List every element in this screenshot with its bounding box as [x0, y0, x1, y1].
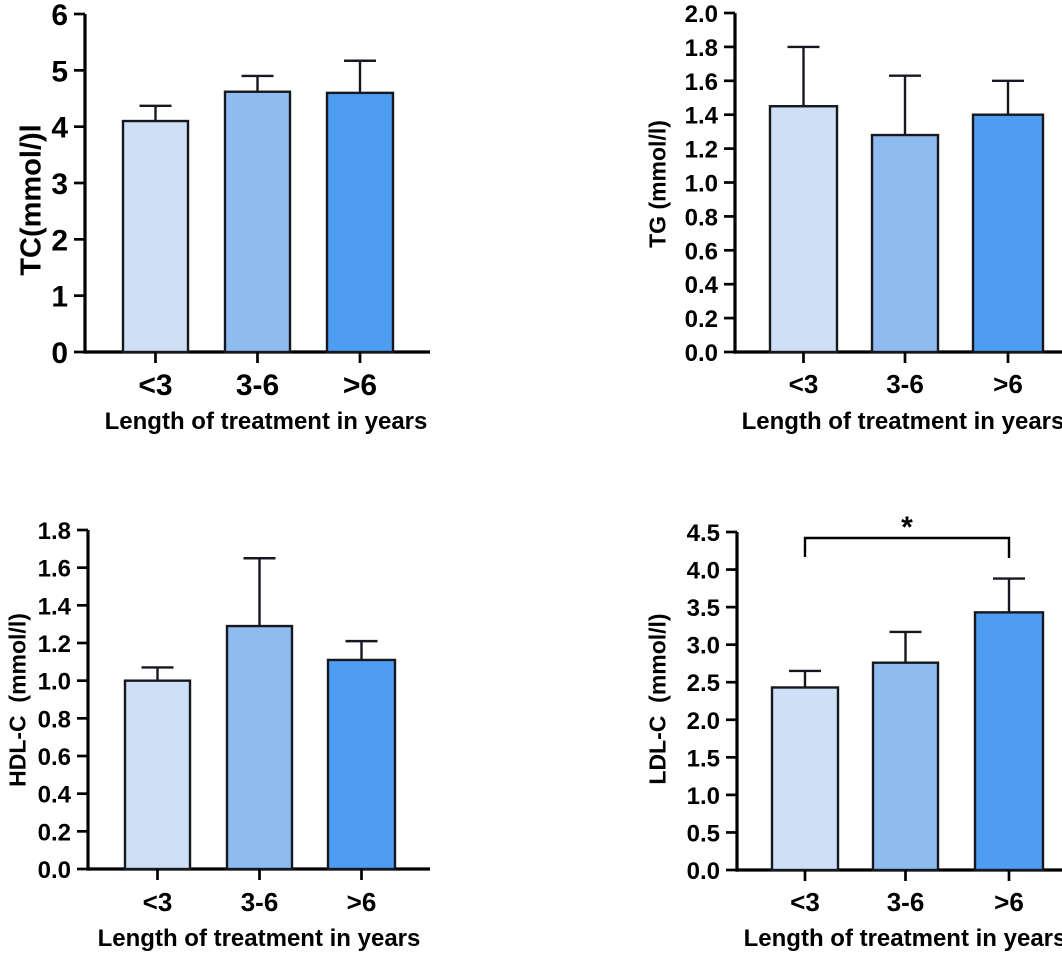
y-tick-label: 6: [51, 0, 68, 32]
y-tick-label: 1.5: [687, 745, 720, 772]
category-label: <3: [790, 887, 820, 917]
chart-tc: 0 1 2 3 4 5 6 <3 3-6 >6: [51, 0, 430, 402]
category-label: >6: [347, 887, 377, 917]
y-tick-label: 0.2: [38, 819, 71, 846]
y-tick-label: 1.4: [38, 593, 72, 620]
y-tick-label: 0.4: [38, 782, 72, 809]
category-label: >6: [343, 369, 377, 402]
y-tick-label: 0.6: [38, 744, 71, 771]
y-tick-label: 3.0: [687, 633, 720, 660]
y-tick-label: 0.0: [685, 340, 718, 367]
y-tick-label: 0.8: [38, 706, 71, 733]
y-axis-label-hdl: HDL-C (mmol/l): [4, 613, 31, 787]
chart-ldl: 0.0 0.5 1.0 1.5 2.0 2.5 3.0 3.5 4.0 4.5 <3 3-6 >6 *: [687, 511, 1062, 917]
bar-<3: [123, 679, 192, 871]
category-label: <3: [143, 887, 173, 917]
bar->6: [973, 611, 1045, 872]
y-tick-label: 1.2: [685, 137, 718, 164]
y-tick-label: 2.0: [685, 1, 718, 28]
bar-3-6: [870, 133, 940, 354]
y-tick-label: 2: [51, 224, 68, 257]
y-tick-label: 1.4: [685, 103, 719, 130]
bar->6: [326, 658, 397, 871]
category-label: 3-6: [886, 369, 924, 399]
y-tick-label: 3.5: [687, 595, 720, 622]
x-axis-label-tg: Length of treatment in years: [741, 408, 1062, 435]
bar-3-6: [223, 90, 292, 354]
bar-<3: [121, 119, 190, 354]
y-tick-label: 1.6: [38, 556, 71, 583]
significance-bracket: [803, 536, 1011, 558]
y-tick-label: 2.0: [687, 708, 720, 735]
chart-tg: 0.0 0.2 0.4 0.6 0.8 1.0 1.2 1.4 1.6 1.8 2.0 <3 3-6 >6: [685, 1, 1062, 399]
bar-3-6: [871, 661, 940, 872]
bar-3-6: [225, 624, 294, 871]
y-tick-label: 0.0: [687, 858, 720, 885]
category-label: >6: [993, 369, 1023, 399]
y-tick-label: 1: [51, 281, 68, 314]
significance-star: *: [901, 511, 913, 544]
y-tick-label: 0.2: [685, 306, 718, 333]
y-tick-label: 2.5: [687, 670, 720, 697]
bar->6: [971, 113, 1045, 354]
y-tick-label: 1.0: [687, 783, 720, 810]
y-tick-label: 4: [51, 112, 68, 145]
category-label: 3-6: [236, 369, 279, 402]
y-tick-label: 1.2: [38, 631, 71, 658]
y-tick-label: 1.8: [685, 35, 718, 62]
bar->6: [325, 91, 395, 354]
y-tick-label: 1.8: [38, 518, 71, 545]
y-tick-label: 0.0: [38, 857, 71, 884]
category-label: <3: [789, 369, 819, 399]
y-tick-label: 5: [51, 55, 68, 88]
category-label: 3-6: [887, 887, 925, 917]
y-tick-label: 0: [51, 337, 68, 370]
y-tick-label: 0.6: [685, 238, 718, 265]
y-tick-label: 4.0: [687, 558, 720, 585]
bar-<3: [770, 686, 840, 872]
y-tick-label: 3: [51, 168, 68, 201]
y-tick-label: 1.0: [38, 669, 71, 696]
y-axis-label-tg: TG (mmol/l): [644, 120, 671, 248]
x-axis-label-tc: Length of treatment in years: [104, 408, 428, 435]
chart-hdl: 0.0 0.2 0.4 0.6 0.8 1.0 1.2 1.4 1.6 1.8 <3 3-6 >6: [38, 518, 430, 917]
y-tick-label: 0.5: [687, 820, 720, 847]
y-tick-label: 1.6: [685, 69, 718, 96]
y-tick-label: 1.0: [685, 171, 718, 198]
category-label: <3: [138, 369, 172, 402]
y-tick-label: 0.4: [685, 272, 719, 299]
y-axis-label-tc: TC(mmol/)l: [15, 124, 48, 276]
x-axis-label-hdl: Length of treatment in years: [97, 925, 421, 952]
x-axis-label-ldl: Length of treatment in years: [743, 925, 1062, 952]
category-label: 3-6: [241, 887, 279, 917]
y-tick-label: 4.5: [687, 520, 720, 547]
category-label: >6: [994, 887, 1024, 917]
y-tick-label: 0.8: [685, 204, 718, 231]
y-axis-label-ldl: LDL-C (mmol/l): [644, 613, 671, 785]
bar-<3: [768, 105, 839, 354]
